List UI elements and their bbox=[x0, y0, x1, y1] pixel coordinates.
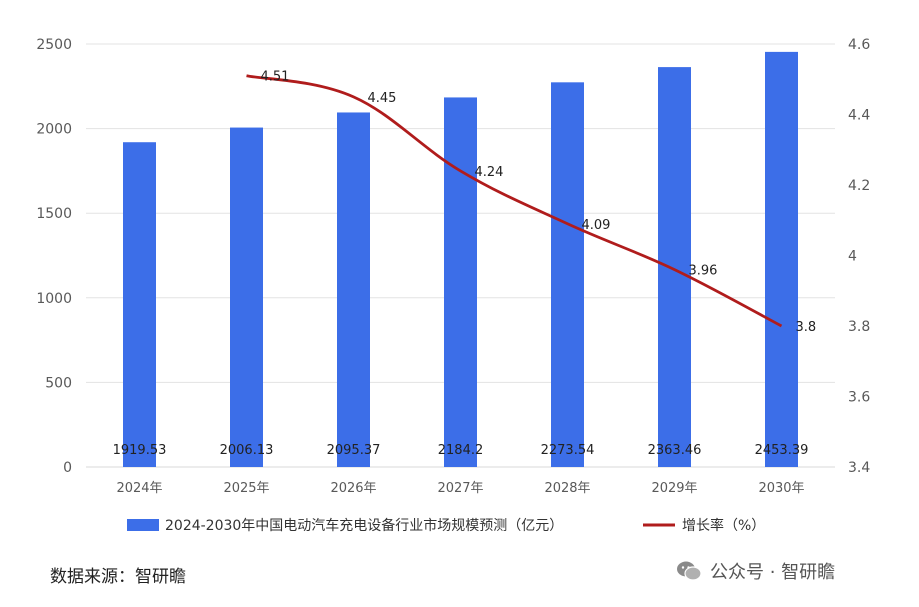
bar bbox=[551, 82, 584, 468]
y-right-tick-label: 3.4 bbox=[848, 460, 870, 476]
bar bbox=[123, 142, 156, 468]
line-data-label: 4.45 bbox=[368, 91, 397, 106]
bar bbox=[658, 67, 691, 467]
bar-data-label: 2006.13 bbox=[220, 443, 274, 458]
bar-data-label: 2184.2 bbox=[438, 443, 484, 458]
y-right-tick-label: 3.6 bbox=[848, 390, 870, 406]
legend: 2024-2030年中国电动汽车充电设备行业市场规模预测（亿元） 增长率（%） bbox=[127, 517, 765, 534]
legend-line-label: 增长率（%） bbox=[682, 517, 765, 534]
line-data-label: 4.51 bbox=[261, 70, 290, 85]
x-tick-label: 2027年 bbox=[437, 481, 483, 496]
bar bbox=[337, 112, 370, 468]
bar bbox=[765, 51, 798, 467]
line-data-label: 4.24 bbox=[475, 165, 504, 180]
bar bbox=[230, 127, 263, 467]
x-tick-label: 2026年 bbox=[330, 481, 376, 496]
x-tick-label: 2029年 bbox=[651, 481, 697, 496]
bar-series: 1919.53 2006.13 2095.37 2184.2 2273.54 2363.4… bbox=[113, 51, 809, 468]
y-left-tick-label: 1000 bbox=[36, 291, 72, 307]
x-tick-label: 2030年 bbox=[758, 481, 804, 496]
y-right-tick-label: 4.2 bbox=[848, 178, 870, 194]
y-left-tick-label: 0 bbox=[63, 460, 72, 476]
x-tick-label: 2025年 bbox=[223, 481, 269, 496]
legend-bar-label: 2024-2030年中国电动汽车充电设备行业市场规模预测（亿元） bbox=[165, 517, 563, 534]
source-note: 数据来源：智研瞻 bbox=[50, 567, 186, 587]
x-axis: 2024年 2025年 2026年 2027年 2028年 2029年 2030年 bbox=[116, 481, 804, 496]
legend-bar-swatch bbox=[127, 519, 159, 531]
line-data-label: 3.96 bbox=[689, 264, 718, 279]
y-left-tick-label: 1500 bbox=[36, 206, 72, 222]
line-data-label: 4.09 bbox=[582, 218, 611, 233]
watermark: 公众号 · 智研瞻 bbox=[676, 558, 835, 584]
bar bbox=[444, 97, 477, 468]
bar-data-label: 2363.46 bbox=[648, 443, 702, 458]
y-left-tick-label: 2000 bbox=[36, 122, 72, 138]
y-left-tick-label: 2500 bbox=[36, 37, 72, 53]
line-data-label: 3.8 bbox=[796, 320, 817, 335]
chart: 0 500 1000 1500 2000 2500 3.4 3.6 3.8 4 4.2 4.4 4.6… bbox=[36, 37, 870, 534]
left-axis: 0 500 1000 1500 2000 2500 bbox=[36, 37, 72, 476]
bar-data-label: 2273.54 bbox=[541, 443, 595, 458]
watermark-text: 公众号 · 智研瞻 bbox=[710, 562, 836, 583]
bar-data-label: 1919.53 bbox=[113, 443, 167, 458]
right-axis: 3.4 3.6 3.8 4 4.2 4.4 4.6 bbox=[848, 37, 870, 476]
bar-data-label: 2453.39 bbox=[755, 443, 809, 458]
y-right-tick-label: 4.6 bbox=[848, 37, 870, 53]
y-right-tick-label: 3.8 bbox=[848, 319, 870, 335]
x-tick-label: 2024年 bbox=[116, 481, 162, 496]
x-tick-label: 2028年 bbox=[544, 481, 590, 496]
y-right-tick-label: 4.4 bbox=[848, 108, 870, 124]
growth-rate-line bbox=[246, 74, 783, 328]
line-series: 4.51 4.45 4.24 4.09 3.96 3.8 bbox=[246, 70, 817, 335]
y-left-tick-label: 500 bbox=[45, 375, 72, 391]
bar-data-label: 2095.37 bbox=[327, 443, 381, 458]
wechat-icon bbox=[677, 561, 702, 581]
y-right-tick-label: 4 bbox=[848, 249, 857, 265]
